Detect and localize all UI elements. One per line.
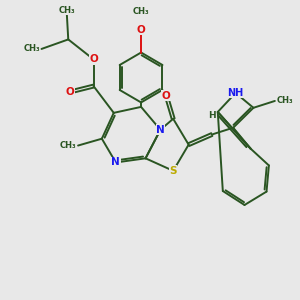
Text: CH₃: CH₃ <box>23 44 40 53</box>
Text: CH₃: CH₃ <box>276 97 293 106</box>
Text: CH₃: CH₃ <box>60 141 76 150</box>
Text: S: S <box>169 166 177 176</box>
Text: O: O <box>162 91 171 101</box>
Text: CH₃: CH₃ <box>58 6 75 15</box>
Text: O: O <box>89 54 98 64</box>
Text: N: N <box>111 158 120 167</box>
Text: N: N <box>156 125 165 135</box>
Text: H: H <box>208 111 216 120</box>
Text: NH: NH <box>227 88 244 98</box>
Text: O: O <box>65 87 74 97</box>
Text: O: O <box>137 25 146 34</box>
Text: CH₃: CH₃ <box>133 7 149 16</box>
